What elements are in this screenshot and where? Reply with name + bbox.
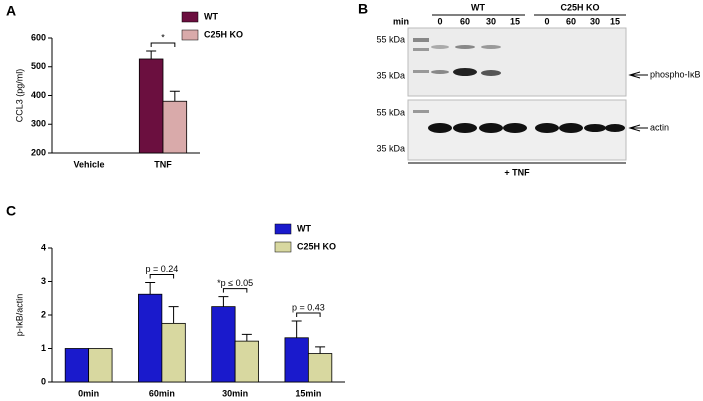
lane-label: 15 xyxy=(610,16,620,26)
error-bar xyxy=(315,346,326,354)
marker-label: 35 kDa xyxy=(376,70,405,80)
y-tick-label: 4 xyxy=(41,242,46,252)
legend-label: WT xyxy=(204,11,218,21)
bar xyxy=(138,293,163,383)
error-bar xyxy=(291,320,302,338)
significance-bracket xyxy=(150,42,176,47)
x-tick-label: TNF xyxy=(154,159,172,169)
lane-label: 60 xyxy=(460,16,470,26)
y-tick-label: 400 xyxy=(31,90,46,100)
x-tick-label: 30min xyxy=(222,388,248,398)
annotation: *p ≤ 0.05 xyxy=(217,278,253,288)
lane-label: 30 xyxy=(590,16,600,26)
bands xyxy=(413,38,625,133)
arrow xyxy=(628,71,648,79)
panel-label: A xyxy=(6,3,16,19)
blot: B min WT C25H KO 55 kDa 35 kDa 55 kDa 35… xyxy=(358,1,701,178)
lane-label: 30 xyxy=(486,16,496,26)
bar xyxy=(307,353,333,383)
marker-label: 55 kDa xyxy=(376,107,405,117)
error-bar xyxy=(218,296,229,307)
arrow xyxy=(628,124,648,132)
bar xyxy=(138,58,164,154)
significance-bracket xyxy=(296,312,321,318)
lane-label: 15 xyxy=(510,16,520,26)
lane-label: 0 xyxy=(437,16,442,26)
error-bar xyxy=(241,333,252,342)
lane-label: 60 xyxy=(566,16,576,26)
x-tick-label: 15min xyxy=(295,388,321,398)
y-tick-label: 1 xyxy=(41,343,46,353)
y-tick-label: 0 xyxy=(41,376,46,386)
x-tick-label: 0min xyxy=(78,388,99,398)
y-tick-label: 600 xyxy=(31,32,46,42)
y-axis-label: CCL3 (pg/ml) xyxy=(14,69,24,123)
y-tick-label: 3 xyxy=(41,276,46,286)
annotation: p = 0.43 xyxy=(292,302,325,312)
treatment-label: + TNF xyxy=(504,167,530,177)
error-bar xyxy=(169,90,180,102)
legend-swatch xyxy=(274,241,292,253)
error-bar xyxy=(168,306,179,324)
y-tick-label: 2 xyxy=(41,309,46,319)
annotation: p = 0.24 xyxy=(145,264,178,274)
bar xyxy=(211,306,236,383)
legend-label: C25H KO xyxy=(204,29,243,39)
legend-label: WT xyxy=(297,223,311,233)
y-tick-label: 300 xyxy=(31,119,46,129)
error-bar xyxy=(146,50,157,59)
y-tick-label: 200 xyxy=(31,147,46,157)
y-axis-label: p-IκB/actin xyxy=(14,294,24,337)
lane-label: 0 xyxy=(544,16,549,26)
x-tick-label: Vehicle xyxy=(73,159,104,169)
bar xyxy=(162,100,188,154)
legend-label: C25H KO xyxy=(297,241,336,251)
legend-swatch xyxy=(181,29,199,41)
group-label: C25H KO xyxy=(560,2,599,12)
y-tick-label: 500 xyxy=(31,61,46,71)
marker-label: 35 kDa xyxy=(376,143,405,153)
x-tick-label: 60min xyxy=(149,388,175,398)
blot-upper xyxy=(407,27,627,97)
group-label: WT xyxy=(471,2,485,12)
bar xyxy=(161,322,186,383)
marker-label: 55 kDa xyxy=(376,34,405,44)
bar xyxy=(284,337,309,383)
annotation: * xyxy=(161,32,165,42)
band-label: phospho-IκB xyxy=(650,69,701,79)
panel-label: C xyxy=(6,203,16,219)
min-label: min xyxy=(393,16,409,26)
significance-bracket xyxy=(149,274,175,279)
panel-label: B xyxy=(358,1,368,17)
bar xyxy=(88,348,113,383)
band-label: actin xyxy=(650,122,669,132)
bar xyxy=(64,348,90,383)
significance-bracket xyxy=(222,288,248,293)
legend-swatch xyxy=(274,223,292,235)
error-bar xyxy=(145,282,156,295)
bar xyxy=(234,340,259,383)
legend-swatch xyxy=(181,11,199,23)
